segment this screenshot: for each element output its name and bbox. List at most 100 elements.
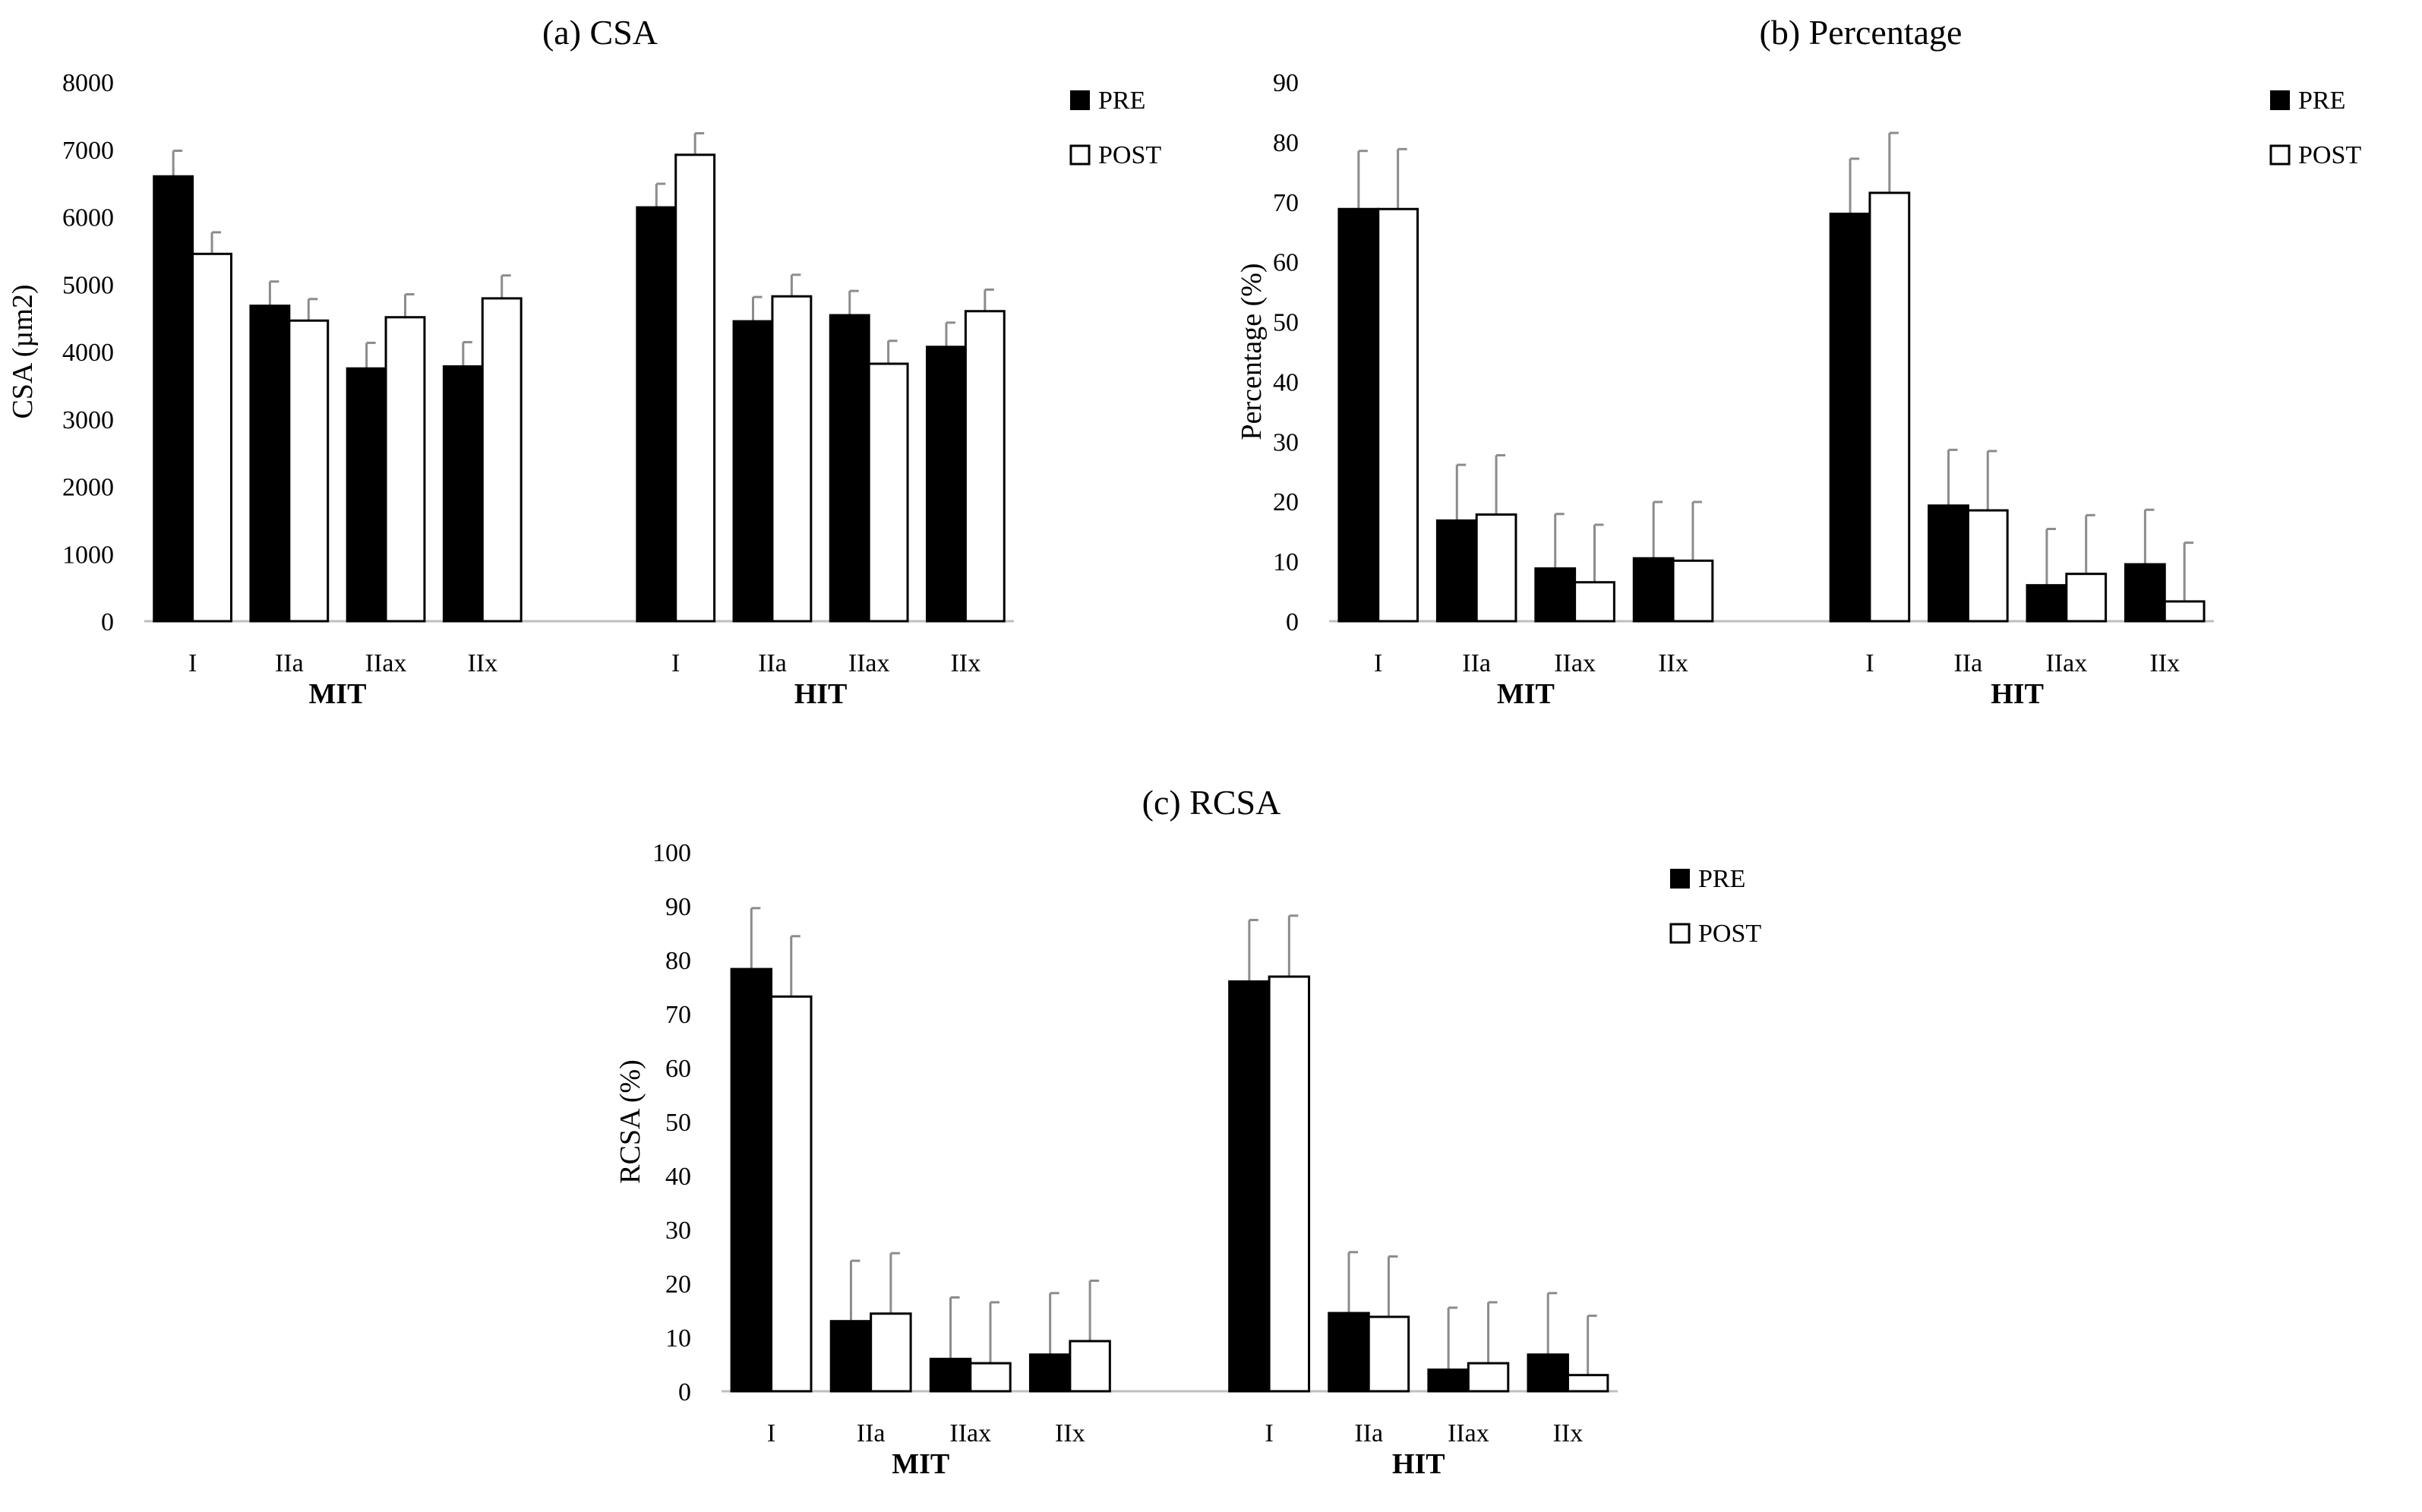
category-label: IIax <box>1448 1419 1489 1447</box>
y-tick-label: 40 <box>665 1163 691 1191</box>
chart-title: (a) CSA <box>542 13 658 52</box>
bar-pre <box>730 967 773 1393</box>
y-tick-label: 90 <box>665 893 691 921</box>
category-label: IIx <box>467 649 497 677</box>
bar-post <box>771 295 813 623</box>
legend-label-post: POST <box>2298 141 2361 169</box>
category-label: I <box>1265 1419 1273 1447</box>
y-tick-label: 10 <box>1273 548 1299 576</box>
legend-swatch-pre <box>1670 869 1690 889</box>
bar-pre <box>1228 980 1271 1393</box>
bar-pre <box>1028 1353 1072 1393</box>
category-label: IIa <box>1462 649 1491 677</box>
y-tick-label: 1000 <box>62 541 114 569</box>
bar-pre <box>346 367 387 623</box>
bar-post <box>1367 1315 1410 1393</box>
bar-post <box>870 1312 912 1393</box>
category-label: IIax <box>2045 649 2087 677</box>
y-axis-label: Percentage (%) <box>1236 263 1268 440</box>
chart-title: (c) RCSA <box>1142 783 1281 822</box>
bar-pre <box>1427 1368 1470 1393</box>
bar-post <box>1672 559 1714 623</box>
category-label: I <box>188 649 197 677</box>
chart-csa: (a) CSA 0 1000 2000 3000 4000 5000 6000 7000 8000… <box>7 13 1161 710</box>
category-label: IIax <box>365 649 407 677</box>
category-label: IIa <box>1954 649 1983 677</box>
y-axis-label: CSA (µm2) <box>7 284 39 418</box>
category-label: I <box>1374 649 1382 677</box>
y-tick-label: 3000 <box>62 406 114 434</box>
bar-post <box>384 316 426 623</box>
bar-pre <box>829 314 870 623</box>
bar-pre <box>249 305 291 623</box>
bar-pre <box>1534 567 1577 623</box>
y-tick-label: 0 <box>678 1378 691 1406</box>
bar-post <box>2163 600 2206 623</box>
category-label: IIx <box>1658 649 1688 677</box>
bar-pre <box>1527 1353 1569 1393</box>
bar-post <box>1377 207 1419 623</box>
legend-label-pre: PRE <box>1098 87 1145 115</box>
legend-label-post: POST <box>1698 920 1761 948</box>
group-label: MIT <box>308 678 366 710</box>
bar-pre <box>2124 563 2166 623</box>
category-label: I <box>767 1419 775 1447</box>
y-tick-label: 70 <box>1273 189 1299 217</box>
bar-post <box>288 319 330 623</box>
legend-swatch-pre <box>2270 90 2290 110</box>
category-label: IIa <box>857 1419 886 1447</box>
y-tick-label: 5000 <box>62 271 114 299</box>
bar-pre <box>1632 557 1675 623</box>
chart-title: (b) Percentage <box>1760 13 1963 52</box>
bar-pre <box>636 206 677 623</box>
bar-post <box>867 362 909 623</box>
category-label: IIx <box>951 649 981 677</box>
bar-post <box>969 1362 1012 1393</box>
y-tick-label: 90 <box>1273 69 1299 97</box>
bar-post <box>1069 1340 1111 1393</box>
y-tick-label: 10 <box>665 1324 691 1353</box>
y-tick-label: 100 <box>652 839 691 867</box>
y-tick-label: 60 <box>1273 249 1299 277</box>
bar-pre <box>929 1357 972 1393</box>
y-tick-label: 30 <box>1273 428 1299 456</box>
bar-post <box>964 310 1006 623</box>
category-label: IIa <box>758 649 787 677</box>
y-tick-label: 80 <box>665 947 691 975</box>
bar-pre <box>1829 213 1871 623</box>
bar-post <box>1268 975 1311 1393</box>
bar-pre <box>1435 519 1478 623</box>
bar-post <box>481 297 523 623</box>
bar-post <box>1574 581 1615 623</box>
bar-pre <box>1328 1312 1370 1393</box>
group-label: MIT <box>892 1448 949 1480</box>
group-label: HIT <box>1991 678 2044 710</box>
legend-label-pre: PRE <box>1698 865 1745 893</box>
legend-label-post: POST <box>1098 141 1161 169</box>
bar-pre <box>1928 504 1969 623</box>
bar-pre <box>926 346 967 623</box>
y-tick-label: 8000 <box>62 69 114 97</box>
bar-pre <box>153 175 194 623</box>
bar-pre <box>829 1320 873 1393</box>
y-tick-label: 20 <box>1273 488 1299 516</box>
bar-post <box>1868 191 1911 623</box>
category-label: IIx <box>1055 1419 1085 1447</box>
y-tick-label: 6000 <box>62 204 114 232</box>
y-tick-label: 0 <box>101 608 114 636</box>
bar-post <box>674 153 716 623</box>
y-tick-label: 70 <box>665 1001 691 1029</box>
bar-pre <box>2026 584 2068 623</box>
category-label: IIax <box>1554 649 1596 677</box>
bar-post <box>1566 1374 1609 1393</box>
legend-swatch-post <box>1069 144 1091 166</box>
category-label: IIx <box>2149 649 2180 677</box>
legend-label-pre: PRE <box>2298 87 2345 115</box>
bar-post <box>770 995 813 1393</box>
y-tick-label: 2000 <box>62 474 114 502</box>
group-label: MIT <box>1497 678 1555 710</box>
bar-post <box>1966 509 2009 623</box>
y-axis-label: RCSA (%) <box>614 1059 646 1184</box>
y-tick-label: 30 <box>665 1217 691 1245</box>
